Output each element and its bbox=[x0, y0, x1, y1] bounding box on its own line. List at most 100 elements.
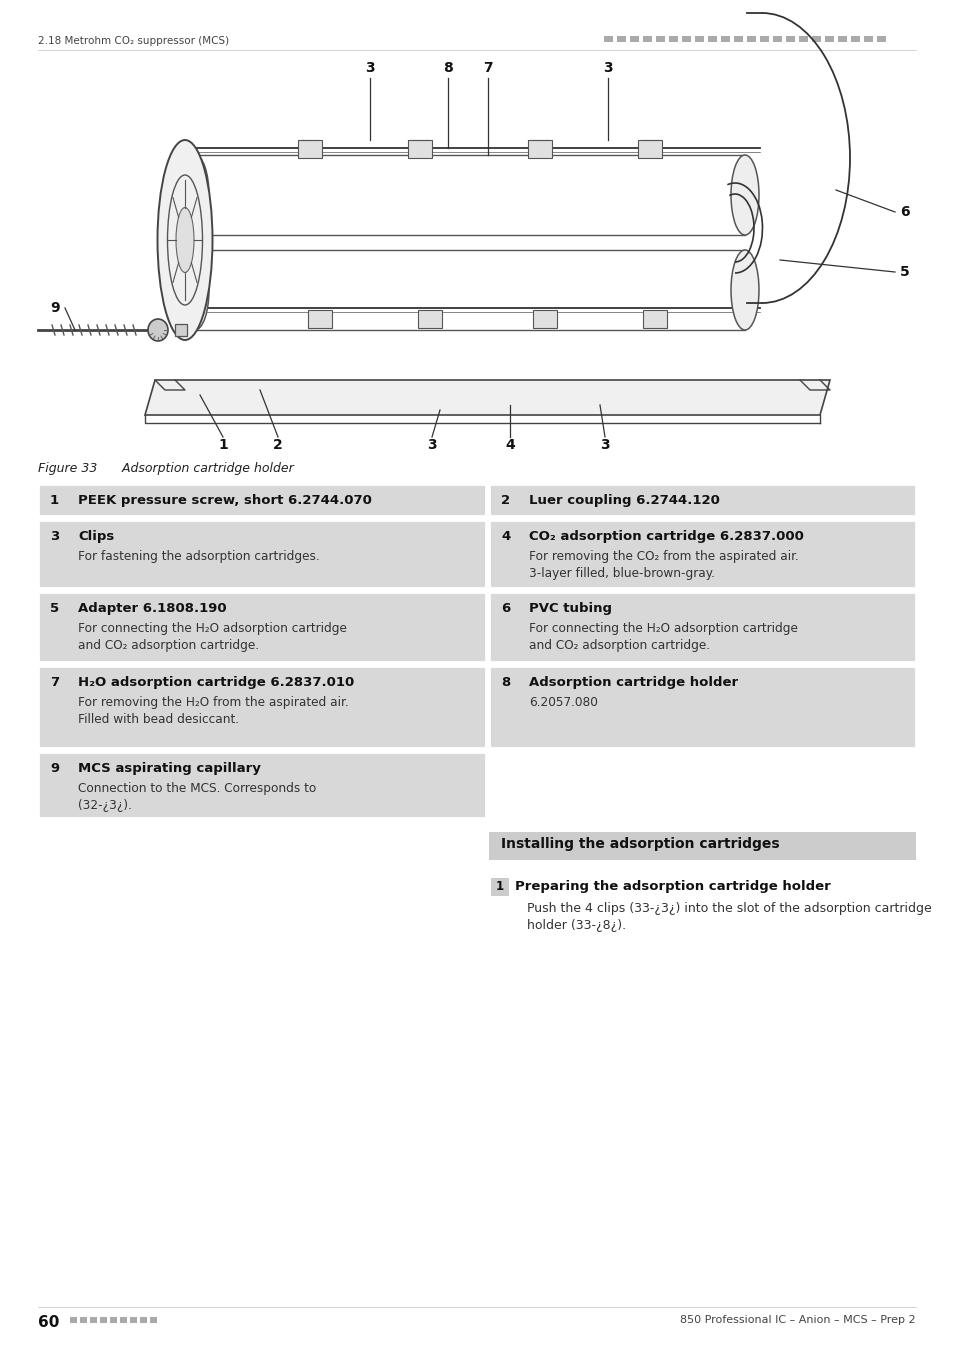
Bar bbox=[174, 324, 187, 336]
Ellipse shape bbox=[175, 208, 193, 273]
Text: 5: 5 bbox=[900, 265, 909, 279]
Text: Adsorption cartridge holder: Adsorption cartridge holder bbox=[106, 462, 294, 475]
Bar bbox=[668, 36, 678, 42]
Bar bbox=[603, 36, 613, 42]
Text: For removing the H₂O from the aspirated air.: For removing the H₂O from the aspirated … bbox=[78, 697, 348, 709]
Polygon shape bbox=[145, 379, 829, 414]
Text: H₂O adsorption cartridge 6.2837.010: H₂O adsorption cartridge 6.2837.010 bbox=[78, 676, 354, 688]
Bar bbox=[533, 310, 557, 328]
Text: 2.18 Metrohm CO₂ suppressor (MCS): 2.18 Metrohm CO₂ suppressor (MCS) bbox=[38, 36, 229, 46]
Ellipse shape bbox=[181, 250, 209, 329]
Bar bbox=[297, 140, 322, 158]
Bar bbox=[489, 485, 915, 516]
Bar bbox=[695, 36, 703, 42]
Text: 9: 9 bbox=[50, 761, 59, 775]
Bar bbox=[638, 140, 661, 158]
Text: 1: 1 bbox=[50, 494, 59, 508]
Bar bbox=[760, 36, 768, 42]
Text: For fastening the adsorption cartridges.: For fastening the adsorption cartridges. bbox=[78, 549, 319, 563]
Bar bbox=[38, 520, 485, 589]
Text: 8: 8 bbox=[500, 676, 510, 688]
Bar bbox=[90, 1318, 97, 1323]
Text: 8: 8 bbox=[442, 61, 453, 76]
Bar bbox=[100, 1318, 107, 1323]
Text: For connecting the H₂O adsorption cartridge: For connecting the H₂O adsorption cartri… bbox=[529, 622, 797, 634]
Text: (32-¿3¿).: (32-¿3¿). bbox=[78, 799, 132, 811]
Text: 3: 3 bbox=[602, 61, 612, 76]
Bar bbox=[642, 36, 651, 42]
Text: 7: 7 bbox=[482, 61, 493, 76]
Text: Push the 4 clips (33-¿3¿) into the slot of the adsorption cartridge: Push the 4 clips (33-¿3¿) into the slot … bbox=[526, 902, 931, 915]
Bar bbox=[863, 36, 872, 42]
Text: Filled with bead desiccant.: Filled with bead desiccant. bbox=[78, 713, 239, 726]
Text: and CO₂ adsorption cartridge.: and CO₂ adsorption cartridge. bbox=[529, 639, 709, 652]
Bar bbox=[850, 36, 859, 42]
Text: 1: 1 bbox=[218, 437, 228, 452]
Text: CO₂ adsorption cartridge 6.2837.000: CO₂ adsorption cartridge 6.2837.000 bbox=[529, 531, 803, 543]
Text: 3: 3 bbox=[365, 61, 375, 76]
Text: 2: 2 bbox=[500, 494, 510, 508]
Bar bbox=[38, 55, 915, 455]
Bar bbox=[80, 1318, 87, 1323]
Text: 3: 3 bbox=[50, 531, 59, 543]
Bar bbox=[408, 140, 432, 158]
Text: For connecting the H₂O adsorption cartridge: For connecting the H₂O adsorption cartri… bbox=[78, 622, 347, 634]
Bar bbox=[720, 36, 729, 42]
Ellipse shape bbox=[730, 155, 759, 235]
Text: Connection to the MCS. Corresponds to: Connection to the MCS. Corresponds to bbox=[78, 782, 315, 795]
Bar bbox=[772, 36, 781, 42]
Ellipse shape bbox=[730, 250, 759, 329]
Text: Installing the adsorption cartridges: Installing the adsorption cartridges bbox=[500, 837, 779, 850]
Text: 3: 3 bbox=[599, 437, 609, 452]
Bar bbox=[733, 36, 742, 42]
Ellipse shape bbox=[157, 140, 213, 340]
Bar bbox=[707, 36, 717, 42]
Bar bbox=[110, 1318, 117, 1323]
Bar bbox=[417, 310, 441, 328]
Bar bbox=[140, 1318, 147, 1323]
Bar bbox=[120, 1318, 127, 1323]
Bar bbox=[38, 752, 485, 818]
Bar bbox=[656, 36, 664, 42]
Bar bbox=[642, 310, 666, 328]
Bar bbox=[38, 593, 485, 662]
Bar bbox=[876, 36, 885, 42]
Bar bbox=[824, 36, 833, 42]
Bar bbox=[785, 36, 794, 42]
Text: Preparing the adsorption cartridge holder: Preparing the adsorption cartridge holde… bbox=[515, 880, 830, 892]
Text: 3-layer filled, blue-brown-gray.: 3-layer filled, blue-brown-gray. bbox=[529, 567, 714, 580]
Ellipse shape bbox=[181, 155, 209, 235]
Bar bbox=[527, 140, 552, 158]
Bar bbox=[629, 36, 639, 42]
Text: PVC tubing: PVC tubing bbox=[529, 602, 612, 616]
Text: holder (33-¿8¿).: holder (33-¿8¿). bbox=[526, 919, 625, 931]
Text: 6: 6 bbox=[900, 205, 909, 219]
Bar bbox=[150, 1318, 157, 1323]
Bar bbox=[746, 36, 755, 42]
Text: Luer coupling 6.2744.120: Luer coupling 6.2744.120 bbox=[529, 494, 720, 508]
Text: 4: 4 bbox=[500, 531, 510, 543]
Bar bbox=[491, 878, 509, 896]
Text: 6: 6 bbox=[500, 602, 510, 616]
Text: 9: 9 bbox=[51, 301, 60, 315]
Bar bbox=[489, 666, 915, 748]
Text: Figure 33: Figure 33 bbox=[38, 462, 97, 475]
Text: Adapter 6.1808.190: Adapter 6.1808.190 bbox=[78, 602, 227, 616]
Bar bbox=[617, 36, 625, 42]
Bar bbox=[489, 520, 915, 589]
Bar bbox=[811, 36, 821, 42]
Text: 6.2057.080: 6.2057.080 bbox=[529, 697, 598, 709]
Bar bbox=[38, 666, 485, 748]
Text: and CO₂ adsorption cartridge.: and CO₂ adsorption cartridge. bbox=[78, 639, 258, 652]
Bar bbox=[489, 593, 915, 662]
Bar bbox=[489, 832, 915, 860]
Text: 1: 1 bbox=[496, 880, 503, 892]
Bar bbox=[837, 36, 846, 42]
Text: 2: 2 bbox=[273, 437, 283, 452]
Text: 3: 3 bbox=[427, 437, 436, 452]
Text: 60: 60 bbox=[38, 1315, 59, 1330]
Ellipse shape bbox=[148, 319, 168, 342]
Text: 850 Professional IC – Anion – MCS – Prep 2: 850 Professional IC – Anion – MCS – Prep… bbox=[679, 1315, 915, 1324]
Text: PEEK pressure screw, short 6.2744.070: PEEK pressure screw, short 6.2744.070 bbox=[78, 494, 372, 508]
Bar bbox=[308, 310, 332, 328]
